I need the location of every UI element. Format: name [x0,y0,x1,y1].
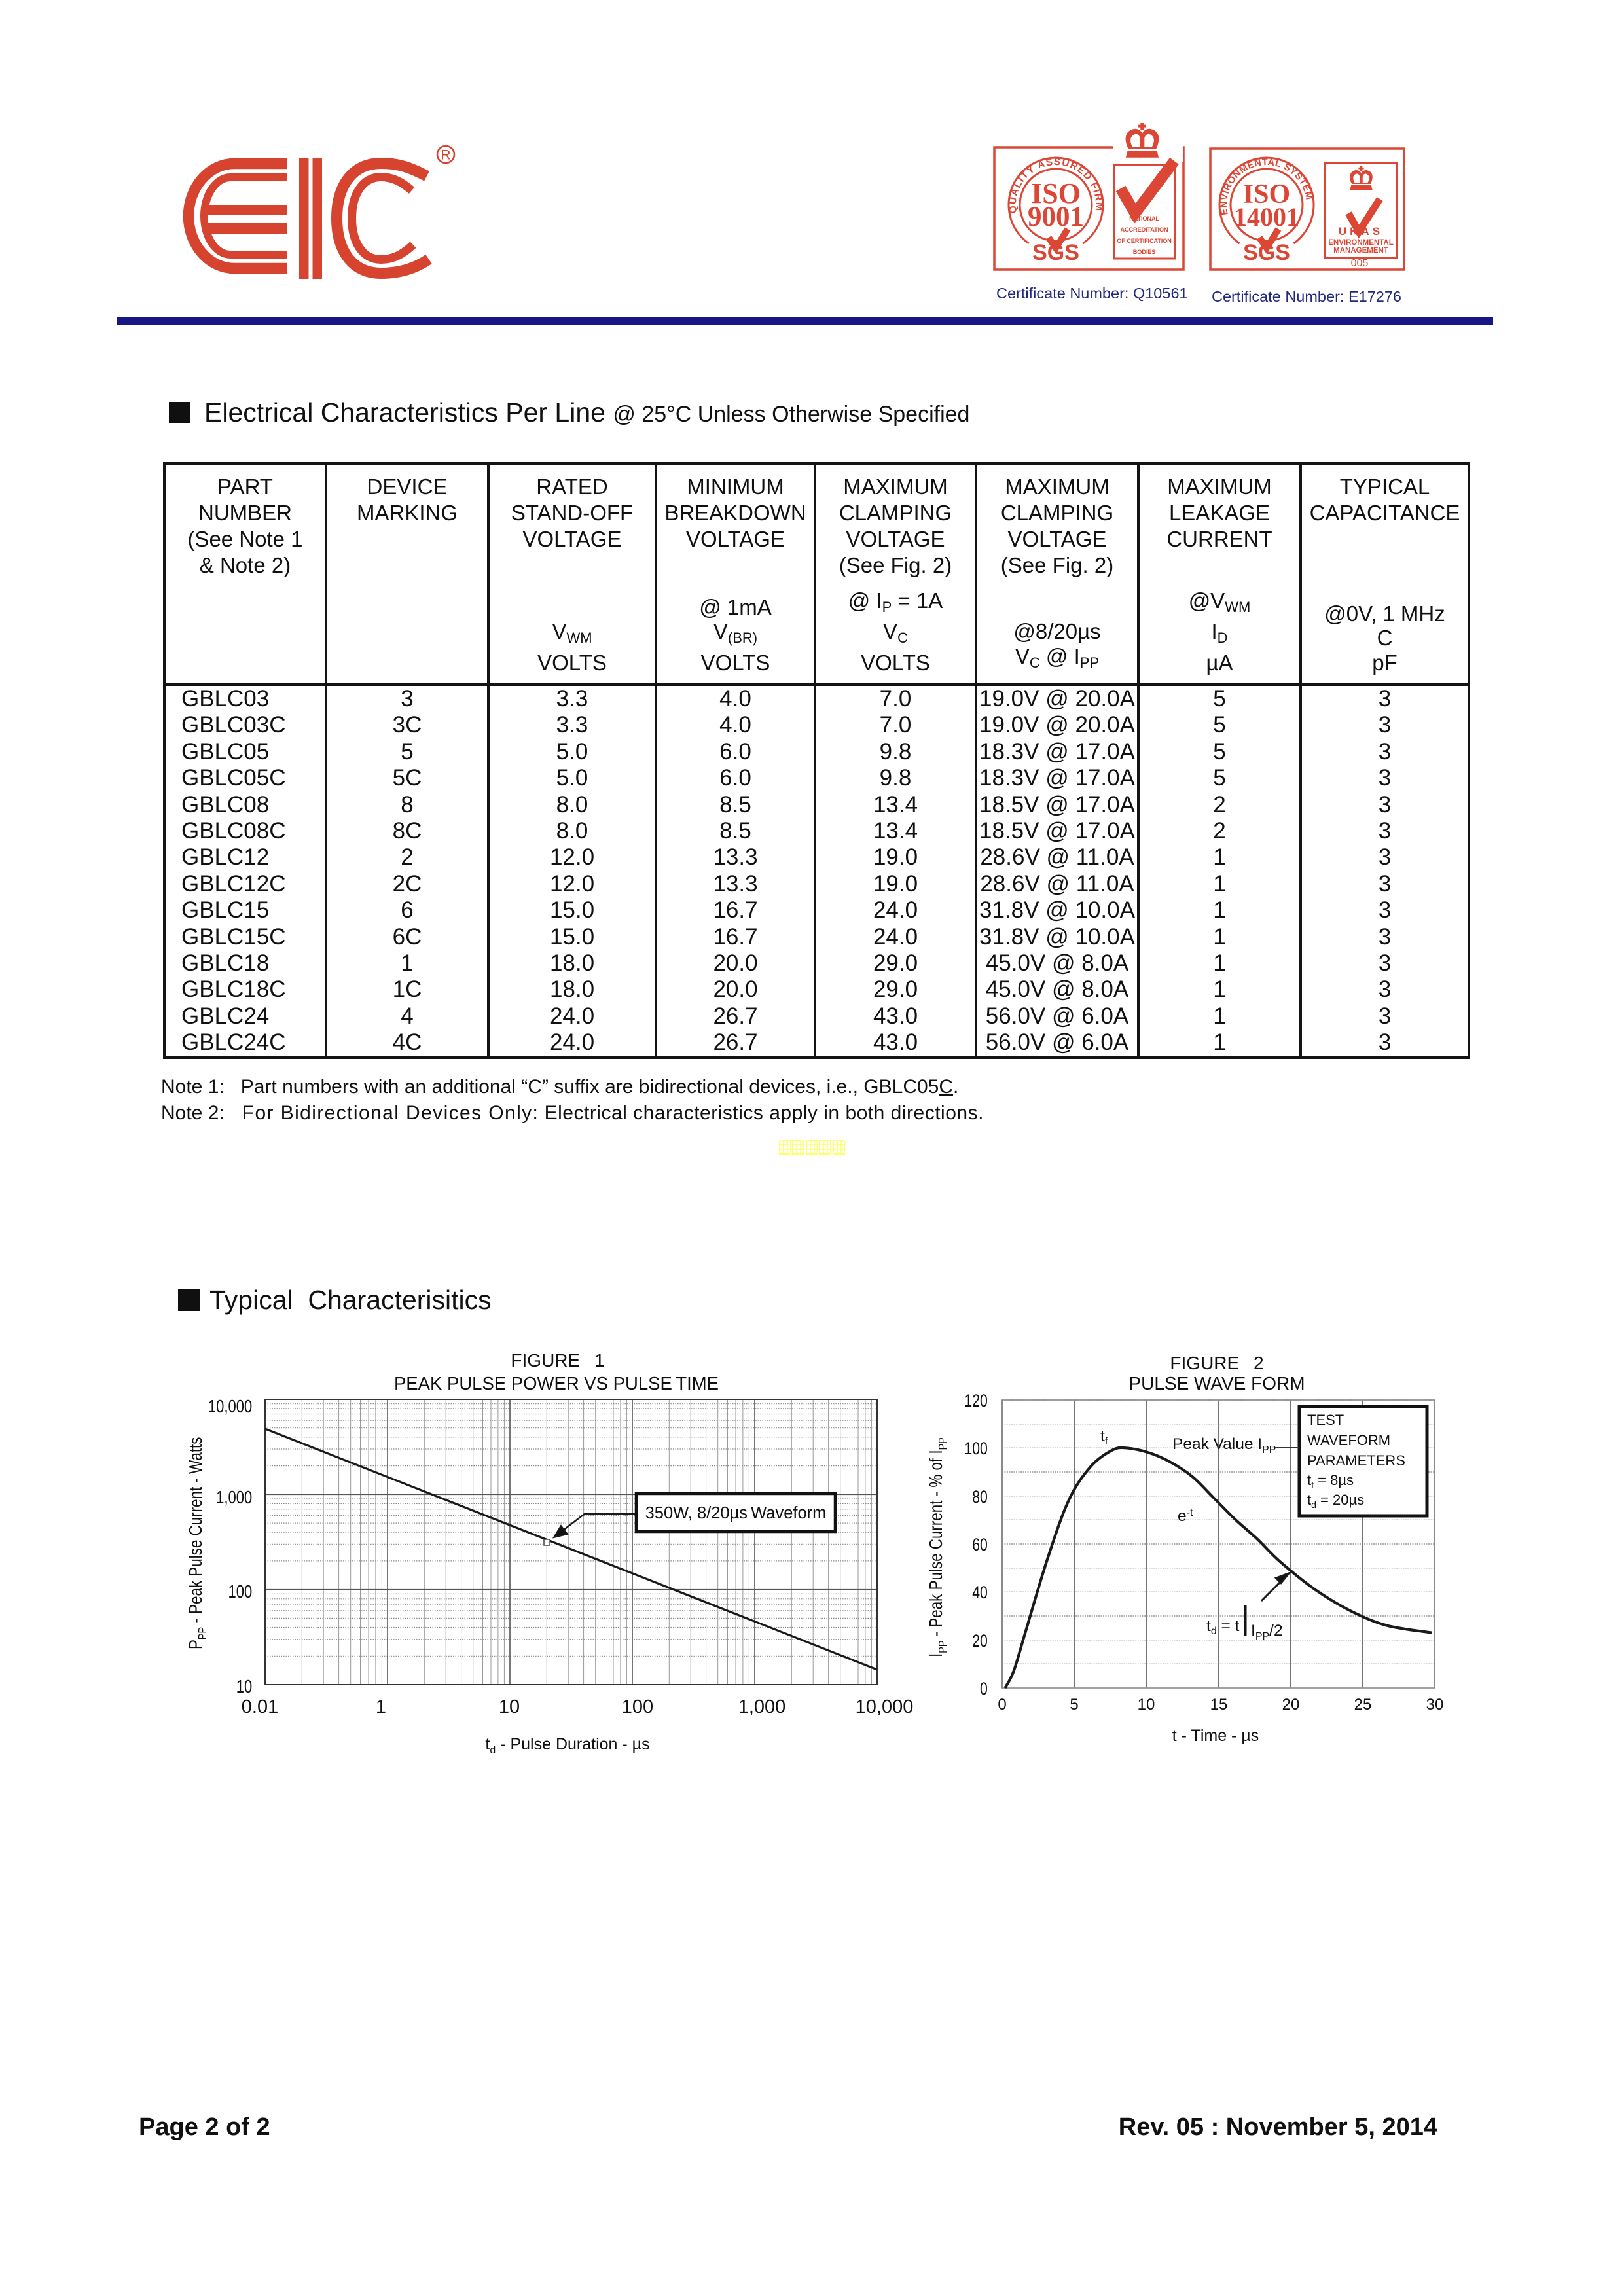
svg-text:0: 0 [998,1696,1006,1713]
svg-text:10: 10 [499,1696,520,1717]
svg-text:10,000: 10,000 [856,1696,914,1717]
svg-text:ISO: ISO [1031,177,1081,209]
svg-text:ENVIRONMENTAL: ENVIRONMENTAL [1328,239,1393,247]
svg-text:20: 20 [972,1632,988,1651]
svg-text:9001: 9001 [1028,202,1084,232]
svg-text:tf = 8µs: tf = 8µs [1307,1472,1354,1490]
svg-text:OF CERTIFICATION: OF CERTIFICATION [1117,238,1172,244]
svg-text:60: 60 [972,1535,988,1555]
svg-text:PULSE WAVE FORM: PULSE WAVE FORM [1128,1373,1305,1393]
svg-text:30: 30 [1426,1696,1444,1713]
svg-text:Certificate Number: E17276: Certificate Number: E17276 [1212,288,1401,305]
svg-text:WAVEFORM: WAVEFORM [1307,1432,1390,1448]
svg-text:FIGURE 1: FIGURE 1 [511,1350,604,1371]
svg-text:20: 20 [1282,1696,1300,1713]
svg-text:1,000: 1,000 [216,1488,252,1508]
svg-text:ISO: ISO [1243,179,1290,209]
svg-text:td = 20µs: td = 20µs [1307,1492,1364,1510]
svg-text:MANAGEMENT: MANAGEMENT [1333,247,1388,255]
svg-text:005: 005 [1351,258,1369,269]
svg-text:PPP - Peak Pulse Current - Wat: PPP - Peak Pulse Current - Watts [186,1437,209,1649]
svg-text:NATIONAL: NATIONAL [1129,215,1159,222]
svg-text:td = t: td = t [1206,1617,1240,1637]
svg-text:0: 0 [980,1679,988,1699]
svg-text:10: 10 [1138,1696,1155,1713]
svg-text:10,000: 10,000 [208,1397,252,1417]
svg-text:R: R [441,148,450,163]
svg-text:Certificate Number: Q10561: Certificate Number: Q10561 [996,285,1188,302]
svg-text:Peak Value IPP: Peak Value IPP [1172,1435,1276,1456]
svg-text:15: 15 [1210,1696,1228,1713]
svg-text:25: 25 [1354,1696,1372,1713]
svg-text:100: 100 [622,1696,653,1717]
svg-text:td - Pulse Duration - µs: td - Pulse Duration - µs [485,1735,649,1756]
svg-text:tf: tf [1100,1427,1108,1447]
svg-text:100: 100 [228,1582,253,1602]
svg-text:SGS: SGS [1032,240,1079,265]
svg-text:1,000: 1,000 [738,1696,786,1717]
svg-text:IPP/2: IPP/2 [1251,1622,1283,1642]
svg-text:UKAS: UKAS [1339,225,1383,238]
svg-text:PARAMETERS: PARAMETERS [1307,1452,1405,1469]
svg-text:10: 10 [236,1677,252,1697]
svg-text:IPP - Peak Pulse Current - % o: IPP - Peak Pulse Current - % of IPP [926,1437,950,1657]
svg-text:BODIES: BODIES [1133,249,1155,255]
svg-text:350W, 8/20µs Waveform: 350W, 8/20µs Waveform [645,1504,827,1522]
svg-text:0.01: 0.01 [242,1696,278,1717]
svg-text:120: 120 [964,1391,987,1411]
svg-text:TEST: TEST [1307,1412,1344,1428]
svg-text:14001: 14001 [1234,202,1299,232]
svg-text:FIGURE 2: FIGURE 2 [1170,1353,1263,1373]
svg-text:ACCREDITATION: ACCREDITATION [1121,226,1168,233]
svg-text:PEAK PULSE POWER VS PULSE TIME: PEAK PULSE POWER VS PULSE TIME [394,1373,719,1393]
svg-text:80: 80 [972,1488,988,1507]
svg-text:SGS: SGS [1243,240,1290,265]
svg-text:5: 5 [1070,1696,1078,1713]
svg-text:t - Time - µs: t - Time - µs [1172,1727,1259,1745]
svg-text:40: 40 [972,1583,988,1603]
svg-text:1: 1 [376,1696,386,1717]
svg-text:e-t: e-t [1178,1507,1193,1525]
svg-text:100: 100 [964,1439,987,1459]
